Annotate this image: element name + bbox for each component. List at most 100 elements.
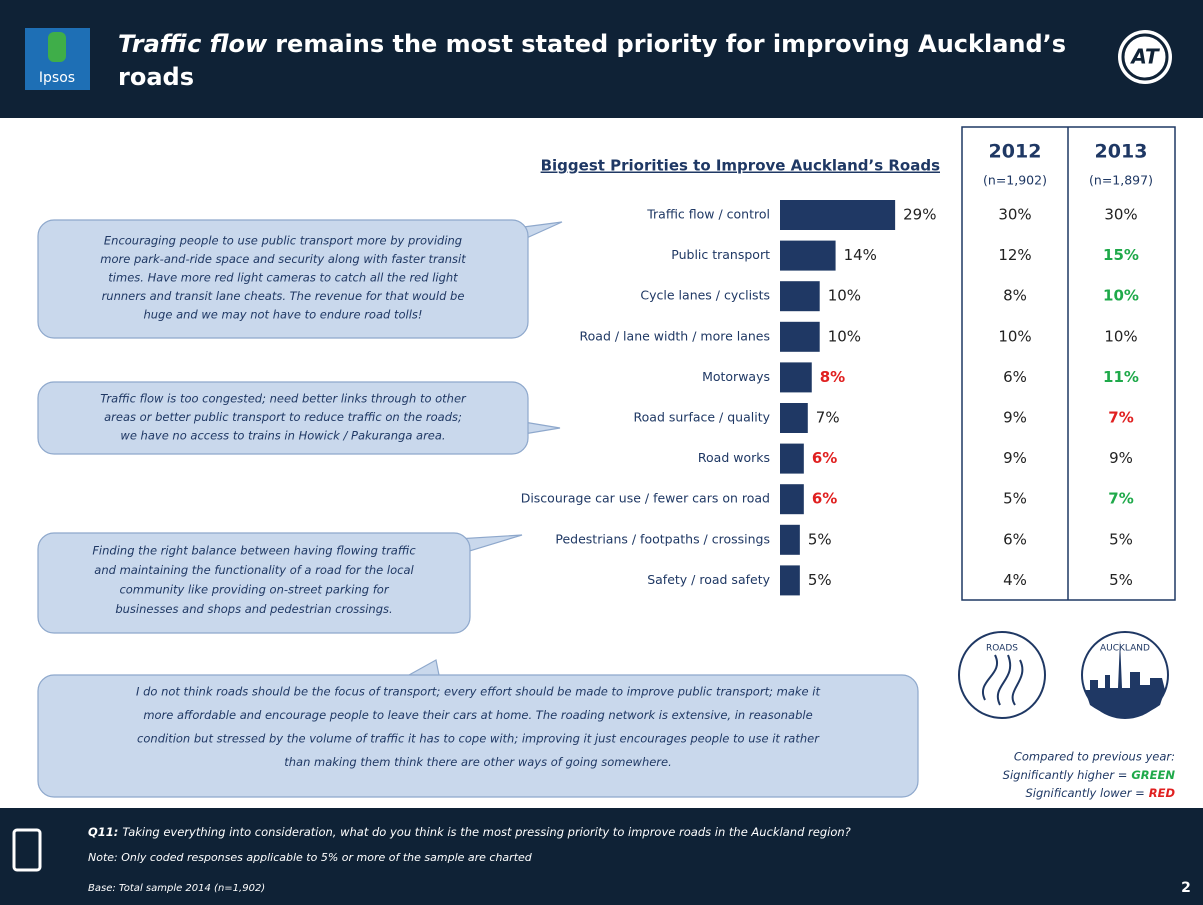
table-cell: 7% [1108, 490, 1133, 508]
table-cell: 10% [998, 327, 1031, 345]
table-cell: 4% [1003, 571, 1027, 589]
page-number: 2 [1181, 880, 1191, 896]
bar [780, 443, 804, 474]
quote-line: more park-and-ride space and security al… [100, 252, 466, 266]
table-cell: 7% [1108, 409, 1133, 427]
table-cell: 10% [1104, 327, 1137, 345]
question-label: Q11: [88, 825, 118, 839]
quote-line: Traffic flow is too congested; need bett… [100, 392, 467, 406]
category-label: Road / lane width / more lanes [580, 328, 770, 343]
base: Base: Total sample 2014 (n=1,902) [88, 883, 265, 894]
column-base: (n=1,897) [1089, 173, 1153, 188]
bar [780, 200, 896, 230]
quote-line: times. Have more red light cameras to ca… [108, 271, 458, 285]
quote-line: community like providing on-street parki… [119, 583, 389, 597]
table-cell: 15% [1103, 246, 1139, 264]
category-label: Pedestrians / footpaths / crossings [555, 531, 770, 546]
table-cell: 12% [998, 246, 1031, 264]
legend-text: Significantly lower = [1025, 786, 1144, 800]
column-year: 2013 [1095, 141, 1148, 163]
quote-line: businesses and shops and pedestrian cros… [115, 602, 392, 616]
title-line: roads [118, 63, 194, 91]
chart-title: Biggest Priorities to Improve Auckland’s… [541, 157, 940, 175]
legend-text: Significantly higher = [1003, 768, 1128, 782]
roads-icon [958, 631, 1046, 719]
legend-higher: Significantly higher = GREEN [1003, 768, 1176, 782]
value-label: 14% [844, 246, 877, 264]
table-cell: 6% [1003, 530, 1027, 548]
value-label: 10% [828, 327, 861, 345]
legend-word: GREEN [1131, 768, 1175, 782]
value-label: 5% [808, 530, 832, 548]
bar [780, 565, 800, 596]
table-cell: 30% [1104, 206, 1137, 224]
at-logo-ring [1121, 33, 1169, 81]
logo-text: Ipsos [39, 70, 75, 86]
skyline [1085, 640, 1165, 718]
table-cell: 5% [1003, 490, 1027, 508]
table-cell: 30% [998, 206, 1031, 224]
table-cell: 9% [1003, 449, 1027, 467]
slide-title: Traffic flow remains the most stated prio… [118, 30, 1066, 91]
category-label: Cycle lanes / cyclists [640, 288, 770, 303]
category-label: Road surface / quality [634, 410, 771, 425]
road-graphic [982, 654, 1024, 706]
quote-line: condition but stressed by the volume of … [137, 732, 820, 746]
value-label: 10% [828, 287, 861, 305]
quote-line: areas or better public transport to redu… [104, 410, 462, 424]
table-cell: 9% [1109, 449, 1133, 467]
value-label: 29% [903, 206, 936, 224]
title-emphasis: Traffic flow [118, 30, 268, 58]
quote-line: Encouraging people to use public transpo… [104, 234, 462, 248]
quote-bubble [37, 674, 919, 798]
question: Q11: Taking everything into consideration… [88, 825, 851, 839]
category-label: Public transport [671, 247, 770, 262]
column-year: 2012 [989, 141, 1042, 163]
at-logo-text: AT [1129, 45, 1160, 69]
table-cell: 9% [1003, 409, 1027, 427]
category-label: Motorways [702, 369, 770, 384]
footer-bar [0, 808, 1203, 905]
table-cell: 8% [1003, 287, 1027, 305]
quote-line: huge and we may not have to endure road … [143, 308, 422, 322]
footer-icon [12, 828, 42, 872]
quote-line: we have no access to trains in Howick / … [120, 429, 445, 443]
legend-word: RED [1149, 786, 1176, 800]
table-cell: 10% [1103, 287, 1139, 305]
category-label: Discourage car use / fewer cars on road [521, 491, 770, 506]
icon-label: ROADS [986, 644, 1018, 654]
value-label: 6% [812, 449, 837, 467]
value-label: 7% [816, 409, 840, 427]
legend-intro: Compared to previous year: [1014, 750, 1175, 764]
quote-line: more affordable and encourage people to … [143, 708, 812, 722]
category-label: Traffic flow / control [646, 207, 770, 222]
table-cell: 5% [1109, 530, 1133, 548]
bar [780, 524, 800, 555]
value-label: 8% [820, 368, 845, 386]
quote-bubble [37, 381, 529, 455]
bar [780, 362, 812, 393]
legend-lower: Significantly lower = RED [1025, 786, 1175, 800]
quote-line: than making them think there are other w… [284, 755, 672, 769]
quote-bubble [37, 219, 529, 339]
header-bar [0, 0, 1203, 118]
quote-line: Finding the right balance between having… [92, 544, 416, 558]
note: Note: Only coded responses applicable to… [88, 851, 533, 864]
value-label: 6% [812, 490, 837, 508]
table-cell: 6% [1003, 368, 1027, 386]
question-text: Taking everything into consideration, wh… [122, 825, 850, 839]
table-cell: 11% [1103, 368, 1139, 386]
category-label: Road works [698, 450, 770, 465]
category-label: Safety / road safety [647, 572, 770, 587]
bar [780, 403, 808, 433]
quote-bubble [37, 532, 471, 634]
quote-line: runners and transit lane cheats. The rev… [102, 289, 465, 303]
value-label: 5% [808, 571, 832, 589]
quote-line: and maintaining the functionality of a r… [94, 563, 414, 577]
table-cell: 5% [1109, 571, 1133, 589]
title-line: remains the most stated priority for imp… [275, 30, 1066, 58]
icon-label: AUCKLAND [1100, 644, 1150, 654]
bar [780, 484, 804, 515]
bar [780, 240, 836, 271]
